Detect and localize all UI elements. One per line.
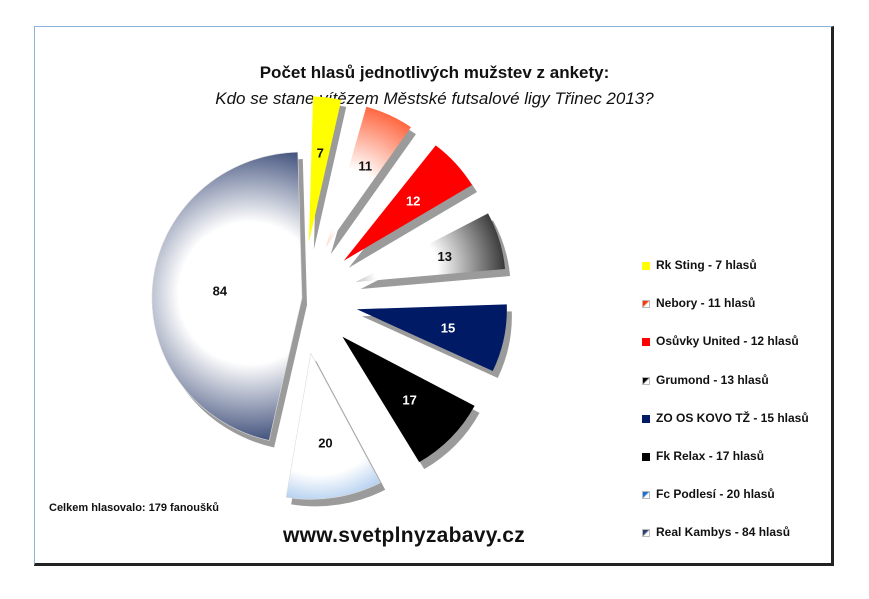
legend-label: Fc Podlesí - 20 hlasů (656, 487, 775, 502)
website-url: www.svetplnyzabavy.cz (283, 524, 526, 547)
legend-swatch (642, 453, 650, 461)
pie-slice-1 (325, 106, 411, 248)
slice-value-label-3: 13 (438, 249, 452, 264)
legend-swatch (642, 376, 650, 385)
pie-labels: 7 11 12 13 15 17 20 84 (213, 146, 456, 451)
legend-swatch (642, 414, 650, 423)
chart-title: Počet hlasů jednotlivých mužstev z anket… (259, 63, 610, 82)
legend-label: Rk Sting - 7 hlasů (656, 258, 757, 272)
total-votes: Celkem hlasovalo: 179 fanoušků (49, 502, 219, 514)
pie-slice-3 (355, 213, 506, 283)
slice-value-label-1: 11 (358, 158, 372, 173)
legend-swatch (642, 300, 650, 309)
legend-label: Grumond - 13 hlasů (656, 372, 769, 387)
legend-swatch (642, 262, 650, 270)
pie-slice-2 (343, 145, 473, 261)
legend-label: Nebory - 11 hlasů (656, 296, 756, 311)
legend-swatch (642, 529, 650, 538)
slice-value-label-6: 20 (318, 436, 332, 451)
slice-value-label-5: 17 (402, 392, 416, 407)
legend-label: Fk Relax - 17 hlasů (656, 449, 765, 463)
pie-slice-7 (151, 151, 303, 441)
pie-slice-6 (285, 352, 381, 500)
slice-value-label-0: 7 (317, 146, 324, 161)
legend-label: Real Kambys - 84 hlasů (656, 525, 791, 540)
legend-swatch (642, 338, 650, 347)
pie-slice-5 (342, 336, 475, 463)
legend-label: ZO OS KOVO TŽ - 15 hlasů (656, 410, 809, 425)
slice-value-label-7: 84 (213, 283, 228, 298)
legend-swatch (642, 491, 650, 500)
pie-slice-0 (308, 96, 342, 243)
pie-slices (151, 96, 507, 500)
slice-value-label-4: 15 (441, 320, 455, 335)
pie-slice-4 (356, 304, 507, 372)
slice-value-label-2: 12 (406, 193, 420, 208)
legend-label: Osůvky United - 12 hlasů (656, 334, 799, 349)
